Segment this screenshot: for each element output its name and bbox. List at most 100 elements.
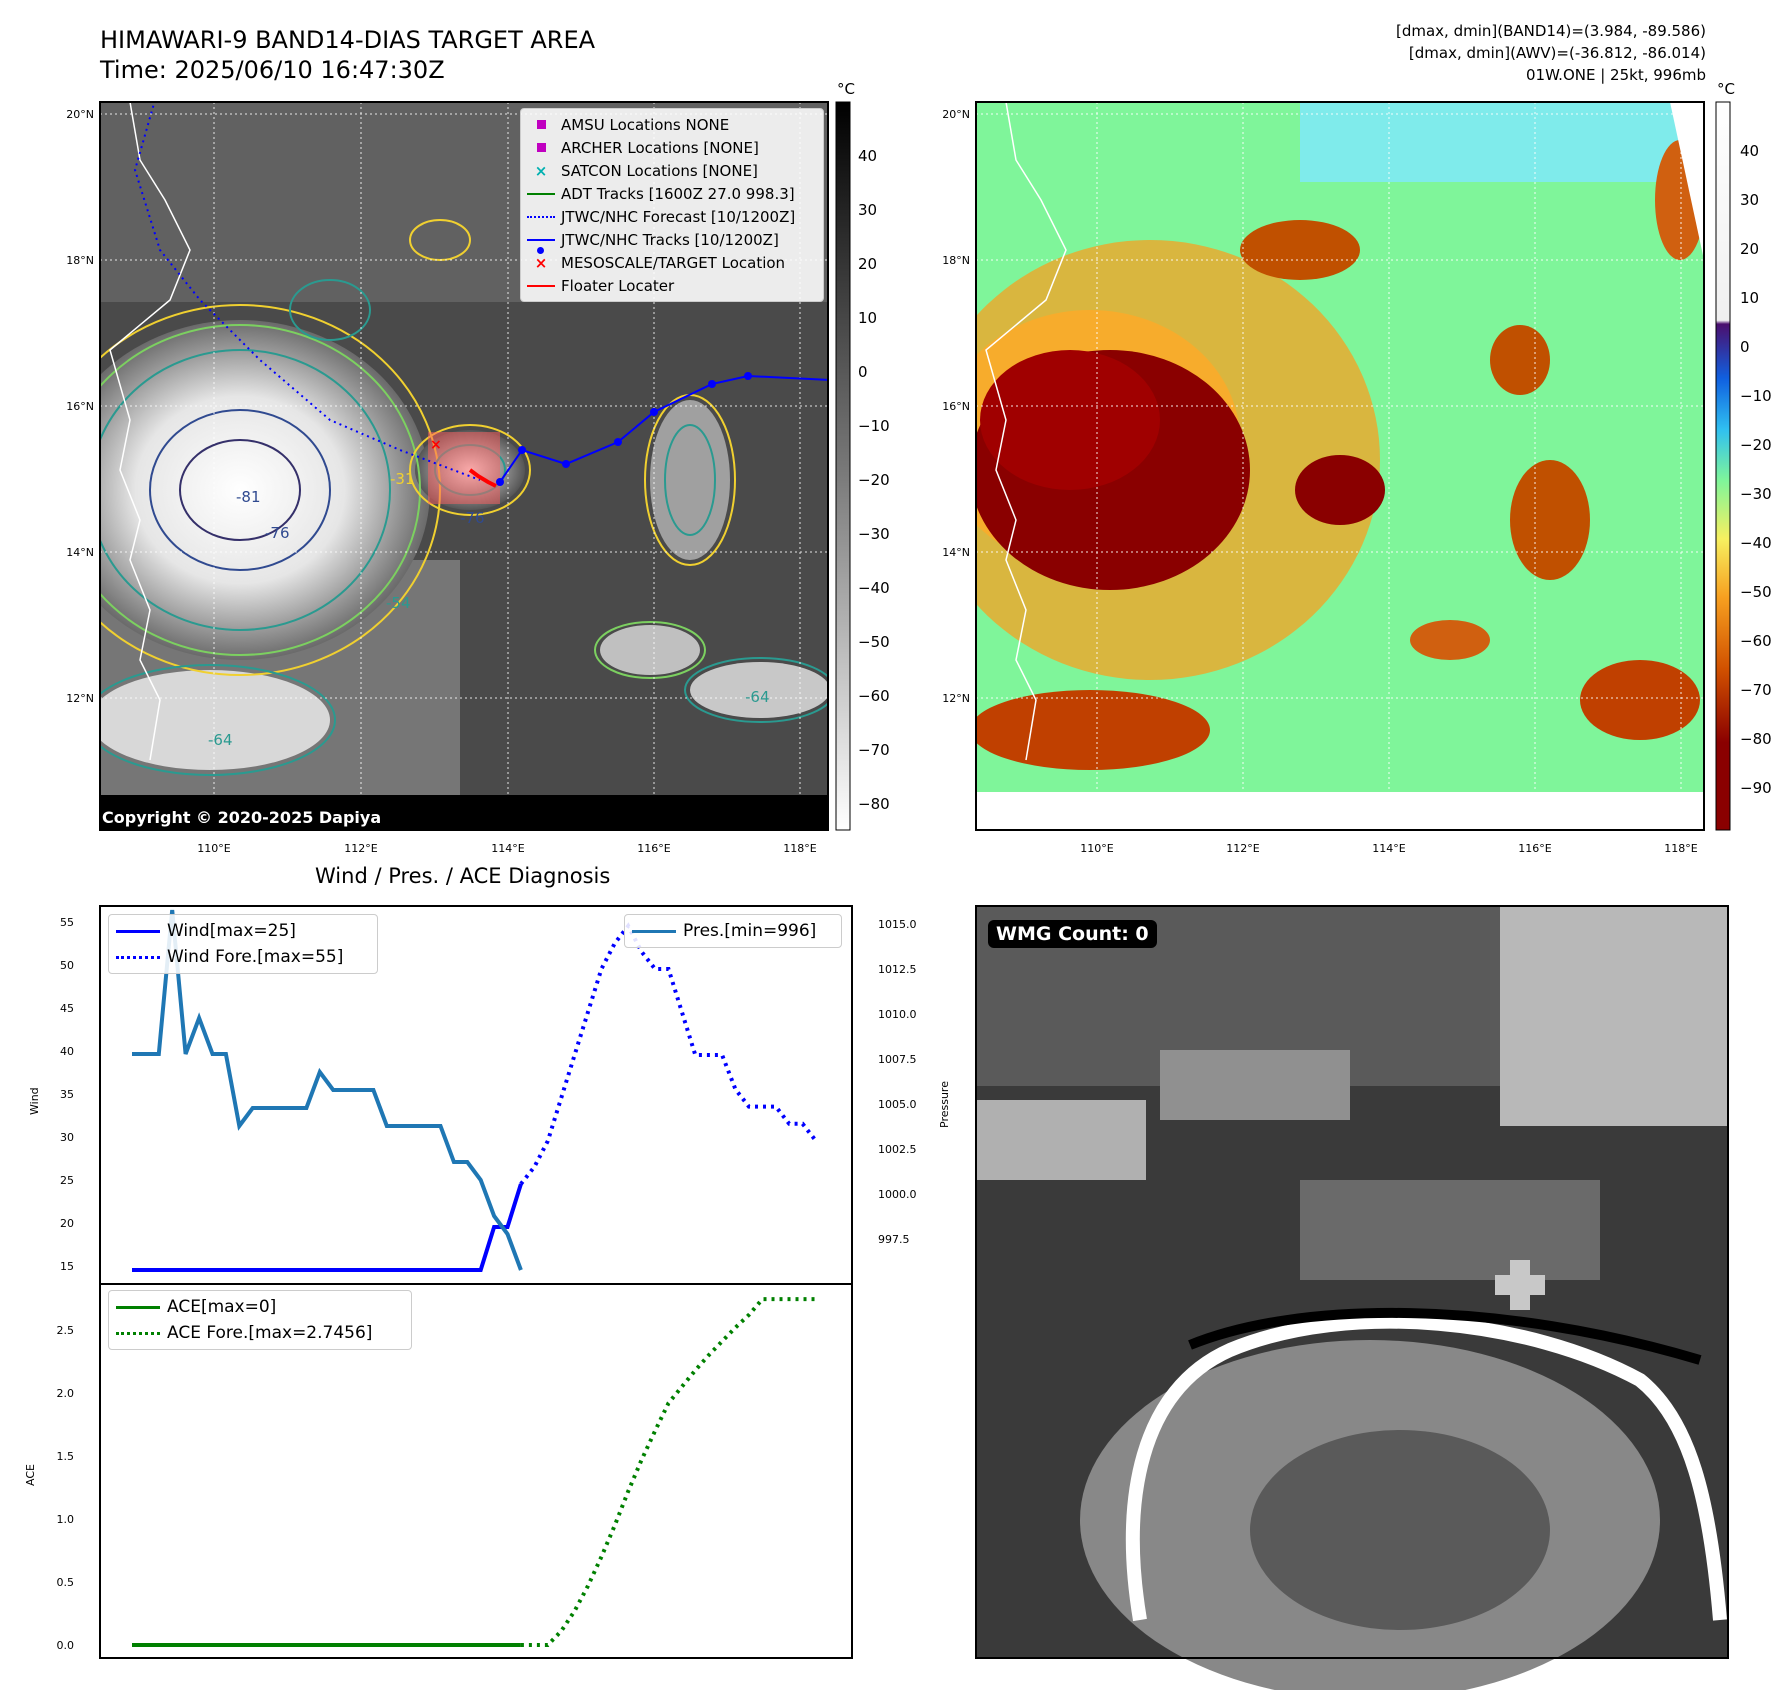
- contour-label-76b: -76: [460, 509, 485, 527]
- legend-adt-label: ADT Tracks [1600Z 27.0 998.3]: [561, 184, 795, 203]
- diagnosis-title: Wind / Pres. / ACE Diagnosis: [315, 864, 611, 888]
- wind-pres-series-0: [132, 1183, 523, 1272]
- wind-tick-45: 45: [60, 1002, 74, 1015]
- gray-tick-30: 30: [858, 201, 877, 219]
- lat2-label-20n: 20°N: [942, 108, 970, 121]
- color-tick-40: 40: [1740, 142, 1759, 160]
- lon-label-118e: 118°E: [783, 842, 816, 855]
- legend-floater-label: Floater Locater: [561, 276, 675, 295]
- pres-tick-997: 997.5: [878, 1233, 910, 1246]
- wmg-border: [975, 905, 1729, 1659]
- line-dot-icon: [527, 238, 555, 241]
- legend-amsu: AMSU Locations NONE: [521, 113, 823, 136]
- x-marker-icon: ×: [534, 161, 548, 180]
- line-marker-icon: [116, 929, 160, 933]
- lat2-label-18n: 18°N: [942, 254, 970, 267]
- legend-wind-label: Wind[max=25]: [167, 921, 296, 941]
- legend-ace-fore-label: ACE Fore.[max=2.7456]: [167, 1323, 373, 1343]
- legend-ace-fore: ACE Fore.[max=2.7456]: [109, 1320, 411, 1346]
- lat-label-18n: 18°N: [66, 254, 94, 267]
- color-tick-m10: −10: [1740, 387, 1772, 405]
- lat2-label-12n: 12°N: [942, 692, 970, 705]
- lon-label-116e: 116°E: [637, 842, 670, 855]
- ace-axis-ticks: 2.5 2.0 1.5 1.0 0.5 0.0: [57, 1324, 75, 1652]
- copyright-text: Copyright © 2020-2025 Dapiya: [102, 808, 382, 827]
- ace-axis-label: ACE: [24, 1464, 37, 1486]
- color-tick-m20: −20: [1740, 436, 1772, 454]
- lat-label-14n: 14°N: [66, 546, 94, 559]
- lat-label-20n: 20°N: [66, 108, 94, 121]
- wind-pres-series-2: [132, 909, 523, 1271]
- dotted-line-icon: [116, 1331, 160, 1335]
- pres-tick-1012: 1012.5: [878, 963, 917, 976]
- figure-title: HIMAWARI-9 BAND14-DIAS TARGET AREA: [100, 26, 596, 54]
- legend-jtwc-forecast-label: JTWC/NHC Forecast [10/1200Z]: [561, 207, 796, 226]
- ace-tick-2.5: 2.5: [57, 1324, 75, 1337]
- gray-colorbar-unit: °C: [837, 80, 855, 98]
- gray-tick-m40: −40: [858, 579, 890, 597]
- legend-floater: Floater Locater: [521, 274, 823, 297]
- contour-label-54: -54: [386, 594, 411, 612]
- svg-text:×: ×: [430, 437, 442, 453]
- legend-jtwc-tracks: JTWC/NHC Tracks [10/1200Z]: [521, 228, 823, 254]
- ace-tick-2.0: 2.0: [57, 1387, 75, 1400]
- map-legend: AMSU Locations NONE ARCHER Locations [NO…: [520, 108, 824, 302]
- lon-label-114e: 114°E: [491, 842, 524, 855]
- color-tick-m50: −50: [1740, 583, 1772, 601]
- gray-tick-40: 40: [858, 147, 877, 165]
- line-marker-icon: [116, 1305, 160, 1309]
- gray-colorbar-ticks: 40 30 20 10 0 −10 −20 −30 −40 −50 −60 −7…: [858, 147, 890, 813]
- lon2-label-110e: 110°E: [1080, 842, 1113, 855]
- color-tick-m60: −60: [1740, 632, 1772, 650]
- ace-series-1: [520, 1297, 816, 1647]
- color-tick-m30: −30: [1740, 485, 1772, 503]
- ace-legend: ACE[max=0] ACE Fore.[max=2.7456]: [108, 1290, 412, 1350]
- gray-tick-0: 0: [858, 363, 868, 381]
- lat2-label-14n: 14°N: [942, 546, 970, 559]
- wind-tick-50: 50: [60, 959, 74, 972]
- legend-satcon-label: SATCON Locations [NONE]: [561, 161, 758, 180]
- color-tick-10: 10: [1740, 289, 1759, 307]
- wind-tick-25: 25: [60, 1174, 74, 1187]
- wind-tick-20: 20: [60, 1217, 74, 1230]
- wind-tick-15: 15: [60, 1260, 74, 1273]
- gray-tick-m30: −30: [858, 525, 890, 543]
- lon-label-110e: 110°E: [197, 842, 230, 855]
- contour-label-31: -31: [390, 470, 415, 488]
- gray-tick-m60: −60: [858, 687, 890, 705]
- legend-archer-label: ARCHER Locations [NONE]: [561, 138, 759, 157]
- color-tick-m90: −90: [1740, 779, 1772, 797]
- legend-wind-fore-label: Wind Fore.[max=55]: [167, 947, 344, 967]
- legend-wind: Wind[max=25]: [109, 918, 377, 944]
- contour-label-76a: -76: [265, 524, 290, 542]
- color-tick-0: 0: [1740, 338, 1750, 356]
- pres-tick-1005: 1005.0: [878, 1098, 917, 1111]
- color-colorbar-unit: °C: [1717, 80, 1735, 98]
- wind-tick-55: 55: [60, 916, 74, 929]
- color-tick-m40: −40: [1740, 534, 1772, 552]
- ace-tick-1.5: 1.5: [57, 1450, 75, 1463]
- x-marker-icon: ×: [534, 253, 548, 272]
- wind-axis-label: Wind: [28, 1087, 41, 1115]
- lon2-label-114e: 114°E: [1372, 842, 1405, 855]
- color-colorbar-ticks: 40 30 20 10 0 −10 −20 −30 −40 −50 −60 −7…: [1740, 142, 1772, 797]
- info-awv-range: [dmax, dmin](AWV)=(-36.812, -86.014): [1408, 44, 1706, 62]
- ace-lines: [132, 1297, 816, 1647]
- contour-label-81: -81: [236, 488, 261, 506]
- legend-pres-label: Pres.[min=996]: [683, 921, 817, 941]
- dotted-line-icon: [527, 215, 555, 218]
- gray-tick-m20: −20: [858, 471, 890, 489]
- pressure-axis-label: Pressure: [938, 1081, 951, 1128]
- ir-map-border: [99, 101, 829, 831]
- lon2-label-118e: 118°E: [1664, 842, 1697, 855]
- lon2-label-112e: 112°E: [1226, 842, 1259, 855]
- contour-label-64b: -64: [745, 688, 770, 706]
- lon-label-112e: 112°E: [344, 842, 377, 855]
- legend-satcon: × SATCON Locations [NONE]: [521, 159, 823, 182]
- pres-axis-ticks: 1015.0 1012.5 1010.0 1007.5 1005.0 1002.…: [878, 918, 917, 1246]
- info-band14-range: [dmax, dmin](BAND14)=(3.984, -89.586): [1395, 22, 1706, 40]
- pres-tick-1015: 1015.0: [878, 918, 917, 931]
- line-marker-icon: [632, 929, 676, 933]
- gray-colorbar: [835, 101, 851, 831]
